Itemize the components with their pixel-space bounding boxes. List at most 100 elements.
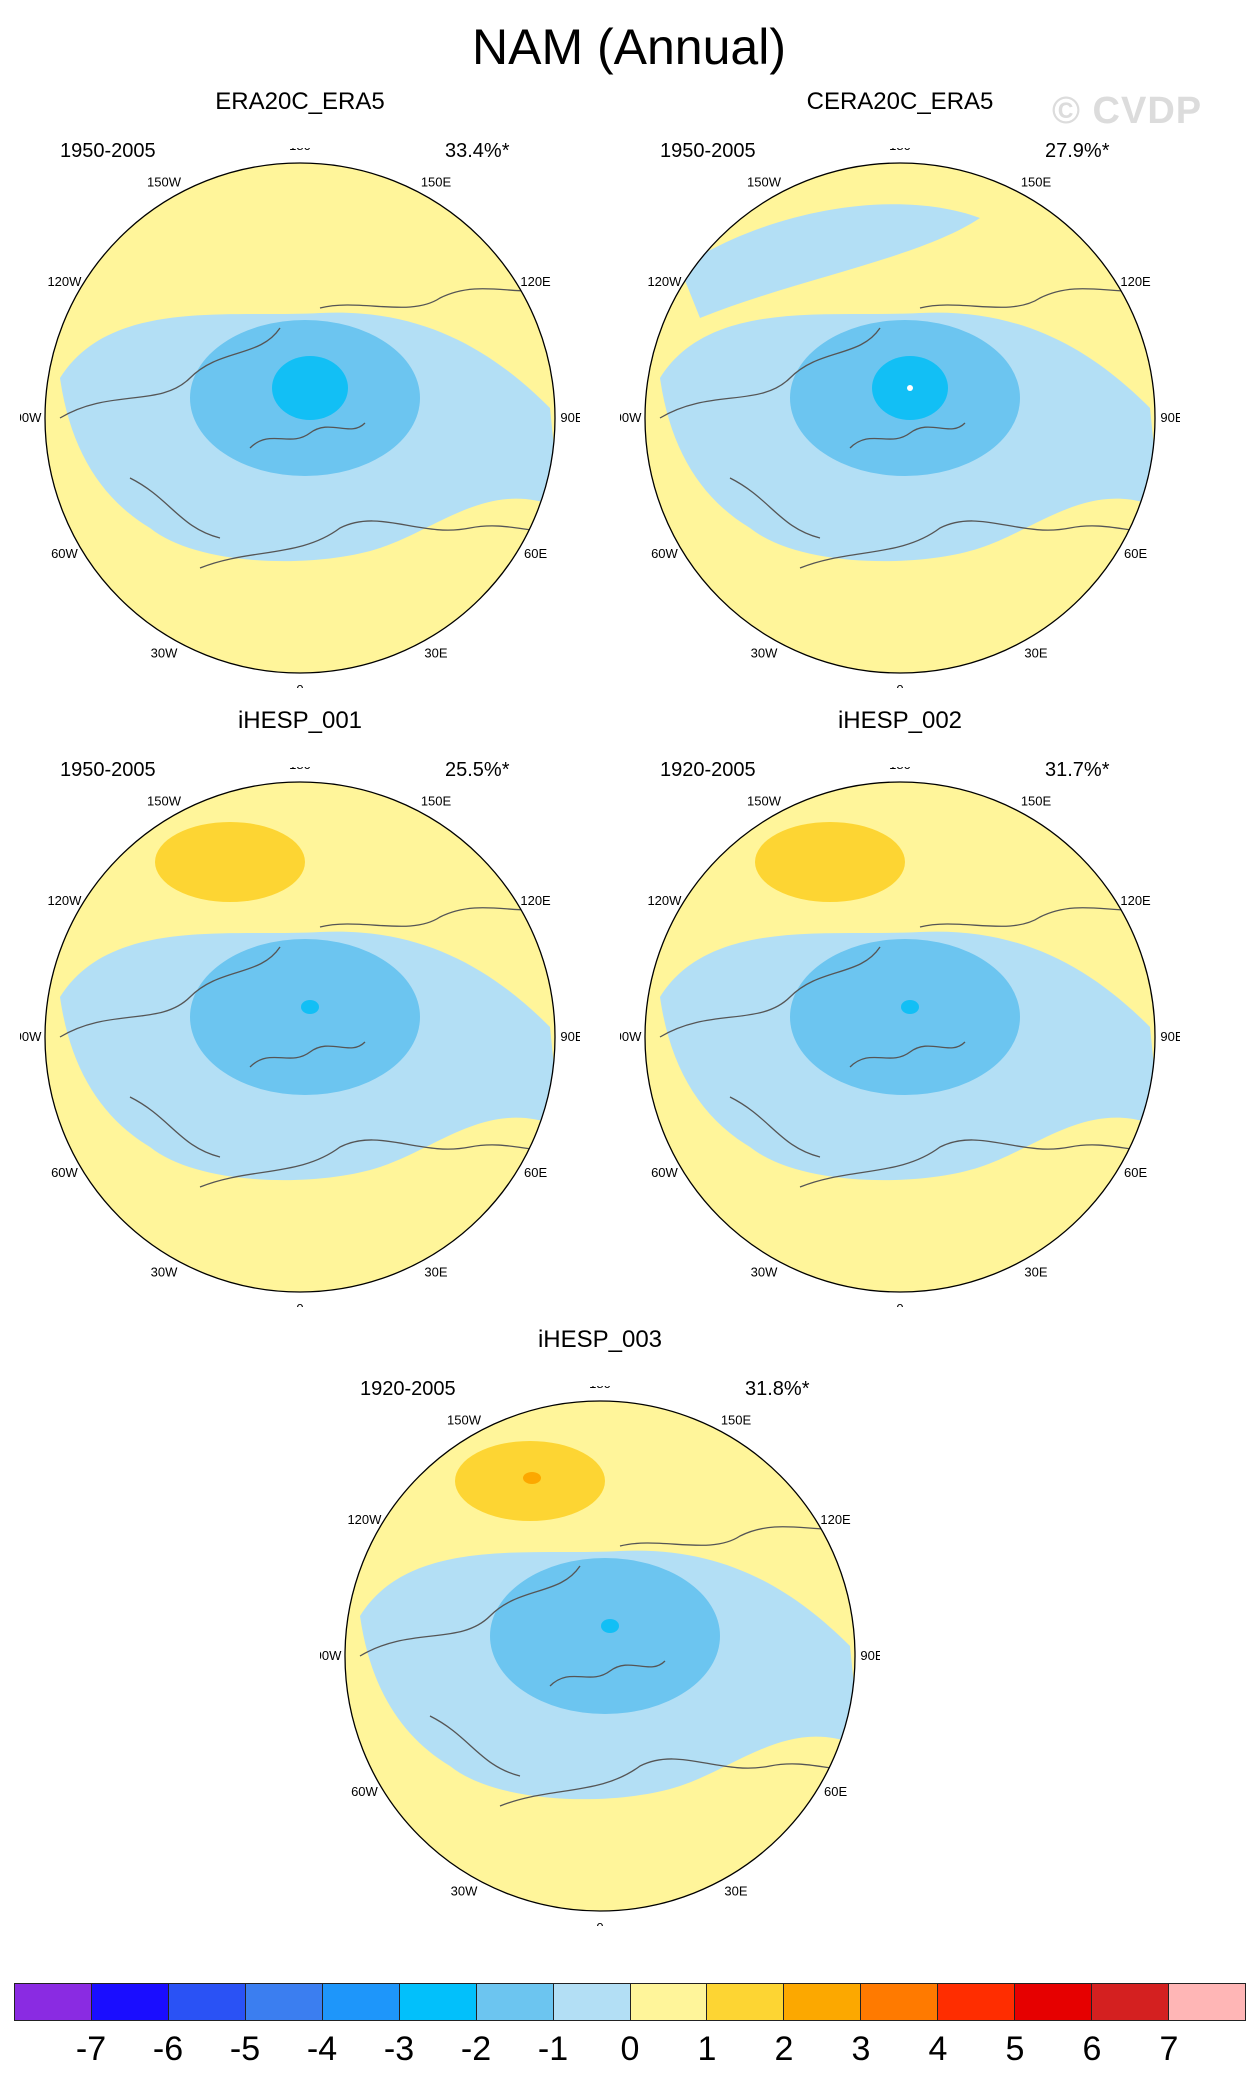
- coastline: [919, 906, 1151, 928]
- longitude-label: 180: [889, 767, 911, 772]
- longitude-label: 90E: [1160, 410, 1180, 425]
- panel-variance-pct: 33.4%*: [445, 140, 510, 162]
- longitude-label: 150E: [421, 174, 452, 189]
- negative-anomaly-level-3: [901, 1000, 919, 1014]
- panel-title: ERA20C_ERA5: [215, 88, 385, 115]
- negative-anomaly-level-2: [190, 939, 420, 1095]
- figure-title: NAM (Annual): [472, 19, 786, 75]
- coastline: [619, 1525, 851, 1547]
- colorbar-swatch: [245, 1984, 323, 2020]
- colorbar-swatch: [707, 1984, 785, 2020]
- longitude-label: 90E: [560, 1029, 580, 1044]
- anomaly-minimum-marker: [907, 385, 913, 391]
- colorbar-tick-label: 7: [1159, 2030, 1179, 2068]
- longitude-label: 180: [589, 1386, 611, 1391]
- colorbar-tick-label: -2: [460, 2030, 492, 2068]
- polar-map: 180 150E 120E 90E 60E 30E 0 30W 60W 90W 120W 150W: [620, 148, 1180, 688]
- coastline: [129, 477, 221, 539]
- panel-variance-pct: 31.8%*: [745, 1378, 810, 1400]
- map-panel-era20c-era5: ERA20C_ERA5 1950-2005 33.4%* 180 150E 120E…: [20, 88, 580, 688]
- longitude-label: 120W: [647, 893, 682, 908]
- longitude-label: 60E: [1124, 546, 1147, 561]
- polar-map: 180 150E 120E 90E 60E 30E 0 30W 60W 90W 120W 150W: [20, 148, 580, 688]
- longitude-label: 150E: [1021, 174, 1052, 189]
- panel-years: 1950-2005: [660, 140, 756, 162]
- longitude-label: 120E: [520, 274, 551, 289]
- panel-years: 1950-2005: [60, 759, 156, 781]
- longitude-label: 180: [889, 148, 911, 153]
- negative-anomaly-level-3: [601, 1619, 619, 1633]
- positive-anomaly-level-1: [755, 822, 905, 902]
- polar-map: 180 150E 120E 90E 60E 30E 0 30W 60W 90W 120W 150W: [620, 767, 1180, 1307]
- polar-map: 180 150E 120E 90E 60E 30E 0 30W 60W 90W 120W 150W: [20, 767, 580, 1307]
- longitude-label: 180: [289, 767, 311, 772]
- longitude-label: 120E: [520, 893, 551, 908]
- longitude-label: 30E: [424, 1265, 447, 1280]
- panel-variance-pct: 31.7%*: [1045, 759, 1110, 781]
- longitude-label: 60W: [51, 1165, 78, 1180]
- longitude-label: 60E: [824, 1784, 847, 1799]
- panel-variance-pct: 25.5%*: [445, 759, 510, 781]
- longitude-label: 90W: [20, 410, 42, 425]
- colorbar-tick-label: -4: [306, 2030, 338, 2068]
- panel-years: 1920-2005: [360, 1378, 456, 1400]
- map-panel-cera20c-era5: CERA20C_ERA5 1950-2005 27.9%* 180 150E 120…: [620, 88, 1180, 688]
- longitude-label: 0: [596, 1920, 603, 1926]
- longitude-label: 120W: [347, 1512, 382, 1527]
- coastline: [499, 1758, 855, 1807]
- longitude-label: 90E: [560, 410, 580, 425]
- colorbar-swatch: [784, 1984, 862, 2020]
- longitude-label: 30W: [151, 1265, 178, 1280]
- longitude-label: 60W: [651, 1165, 678, 1180]
- colorbar-tick-label: -3: [383, 2030, 415, 2068]
- coastline: [849, 422, 966, 449]
- colorbar-swatch: [399, 1984, 477, 2020]
- colorbar-swatch: [1092, 1984, 1170, 2020]
- longitude-label: 150W: [747, 174, 782, 189]
- longitude-label: 30W: [151, 646, 178, 661]
- colorbar-swatch: [322, 1984, 400, 2020]
- longitude-label: 30W: [751, 1265, 778, 1280]
- colorbar-swatch: [553, 1984, 631, 2020]
- colorbar-tick-label: 5: [1005, 2030, 1025, 2068]
- longitude-label: 30W: [451, 1884, 478, 1899]
- panel-title: CERA20C_ERA5: [806, 88, 994, 115]
- coastline: [799, 520, 1155, 569]
- colorbar-tick-label: -1: [537, 2030, 569, 2068]
- polar-map: 180 150E 120E 90E 60E 30E 0 30W 60W 90W 120W 150W: [320, 1386, 880, 1926]
- longitude-label: 0: [296, 682, 303, 688]
- colorbar-tick-label: 3: [851, 2030, 871, 2068]
- longitude-label: 150E: [421, 793, 452, 808]
- longitude-label: 150E: [721, 1412, 752, 1427]
- panel-title: iHESP_001: [237, 707, 363, 734]
- longitude-label: 120E: [1120, 893, 1151, 908]
- colorbar: [14, 1983, 1246, 2021]
- coastline: [359, 1565, 581, 1657]
- colorbar-tick-label: -7: [75, 2030, 107, 2068]
- coastline: [249, 422, 366, 449]
- map-boundary: [344, 1400, 856, 1912]
- colorbar-swatch: [91, 1984, 169, 2020]
- panel-title: iHESP_002: [837, 707, 963, 734]
- coastline: [249, 1041, 366, 1068]
- cvdp-watermark: © CVDP: [1052, 90, 1203, 132]
- coastline: [799, 1139, 1155, 1188]
- colorbar-swatch: [15, 1984, 92, 2020]
- coastline: [549, 1660, 666, 1687]
- coastline: [59, 327, 281, 419]
- longitude-label: 60W: [651, 546, 678, 561]
- colorbar-tick-label: -6: [152, 2030, 184, 2068]
- longitude-label: 30W: [751, 646, 778, 661]
- longitude-label: 150W: [147, 793, 182, 808]
- longitude-label: 120W: [47, 893, 82, 908]
- colorbar-tick-label: 4: [928, 2030, 948, 2068]
- negative-anomaly-level-3: [272, 356, 348, 420]
- panel-variance-pct: 27.9%*: [1045, 140, 1110, 162]
- coastline: [919, 287, 1151, 309]
- negative-anomaly-level-2: [790, 939, 1020, 1095]
- coastline: [199, 520, 555, 569]
- longitude-label: 60E: [1124, 1165, 1147, 1180]
- colorbar-swatch: [630, 1984, 708, 2020]
- longitude-label: 30E: [424, 646, 447, 661]
- panel-title: iHESP_003: [537, 1326, 663, 1353]
